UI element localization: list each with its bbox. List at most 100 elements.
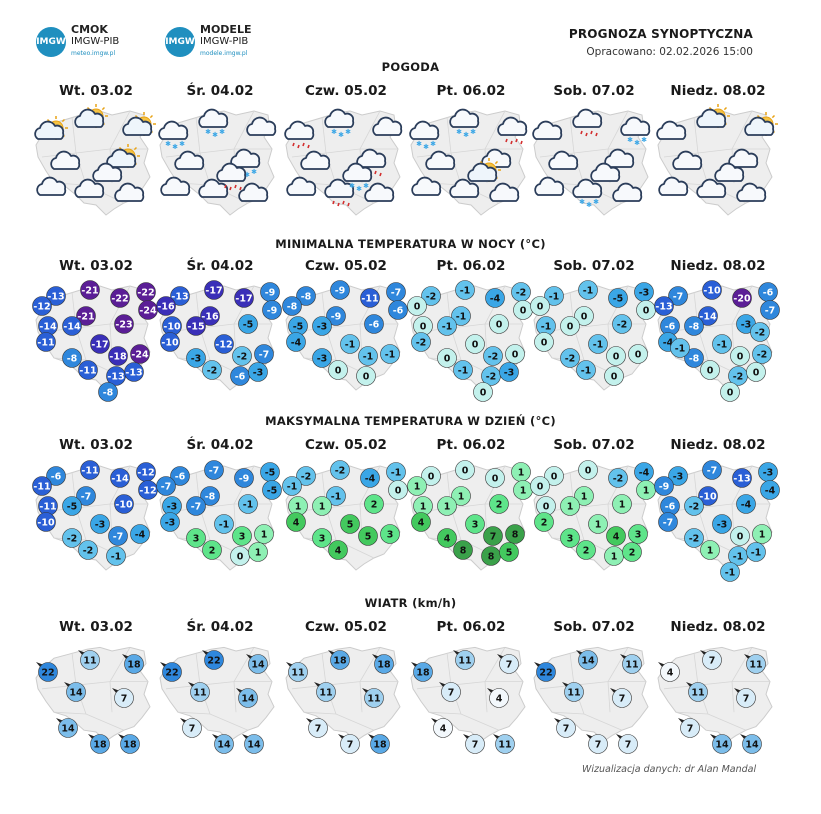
wind-value: 11 xyxy=(291,668,304,679)
tmin-marker xyxy=(574,306,594,326)
cloud-icon xyxy=(36,176,67,196)
tmin-marker xyxy=(437,316,457,336)
tmin-value: -1 xyxy=(549,292,560,303)
tmax-marker xyxy=(608,468,628,488)
tmin-marker xyxy=(186,316,206,336)
tmax-value: 1 xyxy=(444,502,451,513)
tmin-value: -1 xyxy=(581,366,592,377)
svg-text:✱: ✱ xyxy=(423,143,429,151)
modele-name: MODELE xyxy=(200,23,252,36)
tmax-value: 2 xyxy=(496,500,503,511)
tmin-marker xyxy=(483,346,503,366)
tmin-value: -15 xyxy=(187,322,204,333)
tmin-marker xyxy=(530,296,550,316)
day-label: Czw. 05.02 xyxy=(305,83,387,99)
svg-text:✱: ✱ xyxy=(251,168,257,176)
tmax-marker xyxy=(328,540,348,560)
tmax-value: 2 xyxy=(371,500,378,511)
tmin-marker xyxy=(654,296,674,316)
tmax-value: 1 xyxy=(458,492,465,503)
tmin-value: -8 xyxy=(103,388,114,399)
tmin-marker xyxy=(78,360,98,380)
svg-text:✱: ✱ xyxy=(331,128,337,136)
tmax-value: 5 xyxy=(506,548,513,559)
tmax-value: -5 xyxy=(265,468,276,479)
tmax-value: 0 xyxy=(428,472,435,483)
wind-value: 14 xyxy=(69,688,83,699)
tmin-value: -13 xyxy=(125,368,142,379)
tmin-marker xyxy=(407,296,427,316)
tmin-marker xyxy=(328,360,348,380)
wind-marker xyxy=(190,682,210,702)
svg-text:✱: ✱ xyxy=(338,131,344,139)
tmax-value: 3 xyxy=(387,530,394,541)
tmax-value: -6 xyxy=(51,472,62,483)
partly-sunny-icon xyxy=(744,112,778,136)
poland-map-outline xyxy=(533,646,649,742)
cloud-icon xyxy=(736,182,767,202)
tmax-marker xyxy=(732,468,752,488)
tmax-marker xyxy=(108,526,128,546)
tmin-marker xyxy=(156,296,176,316)
svg-text:✱: ✱ xyxy=(430,140,436,148)
poland-map-outline xyxy=(35,646,151,742)
cmok-url[interactable]: meteo.imgw.pl xyxy=(71,50,116,57)
cloud-rain-icon xyxy=(324,178,355,207)
tmax-value: 0 xyxy=(585,466,592,477)
tmin-marker xyxy=(612,314,632,334)
tmin-marker xyxy=(110,288,130,308)
tmax-value: -2 xyxy=(83,546,94,557)
wind-marker xyxy=(120,734,140,754)
tmax-value: -7 xyxy=(191,502,202,513)
tmin-value: 0 xyxy=(727,388,734,399)
tmin-marker xyxy=(485,288,505,308)
wind-value: 14 xyxy=(251,660,265,671)
tmax-value: 0 xyxy=(462,466,469,477)
day-label: Niedz. 08.02 xyxy=(670,83,766,99)
tmin-marker xyxy=(560,316,580,336)
tmin-marker xyxy=(254,344,274,364)
svg-text:✱: ✱ xyxy=(641,136,647,144)
tmin-marker xyxy=(200,306,220,326)
tmin-value: 0 xyxy=(567,322,574,333)
cloud-snow-icon: ✱✱✱ xyxy=(620,116,651,147)
tmin-marker xyxy=(534,332,554,352)
modele-url[interactable]: modele.imgw.pl xyxy=(200,50,248,57)
svg-text:✱: ✱ xyxy=(470,128,476,136)
tmax-marker xyxy=(622,542,642,562)
day-label: Niedz. 08.02 xyxy=(670,437,766,453)
cloud-icon xyxy=(714,162,745,182)
tmax-marker xyxy=(114,494,134,514)
svg-text:✱: ✱ xyxy=(219,128,225,136)
tmin-marker xyxy=(380,344,400,364)
tmax-value: 3 xyxy=(472,520,479,531)
tmin-value: -14 xyxy=(63,322,81,333)
day-label: Pt. 06.02 xyxy=(436,83,506,99)
tmax-value: -10 xyxy=(699,492,717,503)
tmax-value: 0 xyxy=(543,502,550,513)
tmin-value: -1 xyxy=(442,322,453,333)
section-title-weather: POGODA xyxy=(381,60,440,74)
tmax-marker xyxy=(730,526,750,546)
tmin-value: -3 xyxy=(504,368,515,379)
tmax-value: -4 xyxy=(365,474,376,485)
tmin-marker xyxy=(473,382,493,402)
wind-value: 7 xyxy=(743,694,750,705)
tmin-value: -12 xyxy=(215,340,232,351)
tmax-value: -1 xyxy=(725,568,736,579)
tmin-marker xyxy=(560,348,580,368)
tmin-marker xyxy=(232,346,252,366)
tmax-marker xyxy=(202,540,222,560)
wind-marker xyxy=(162,662,182,682)
tmax-marker xyxy=(407,476,427,496)
tmin-marker xyxy=(358,346,378,366)
day-label: Czw. 05.02 xyxy=(305,619,387,635)
tmax-marker xyxy=(282,476,302,496)
wind-marker xyxy=(742,734,762,754)
tmax-marker xyxy=(760,480,780,500)
tmin-value: -17 xyxy=(205,286,222,297)
svg-text:✱: ✱ xyxy=(212,131,218,139)
poland-map-outline xyxy=(285,646,401,742)
cloud-snow-icon: ✱✱✱ xyxy=(409,120,440,151)
